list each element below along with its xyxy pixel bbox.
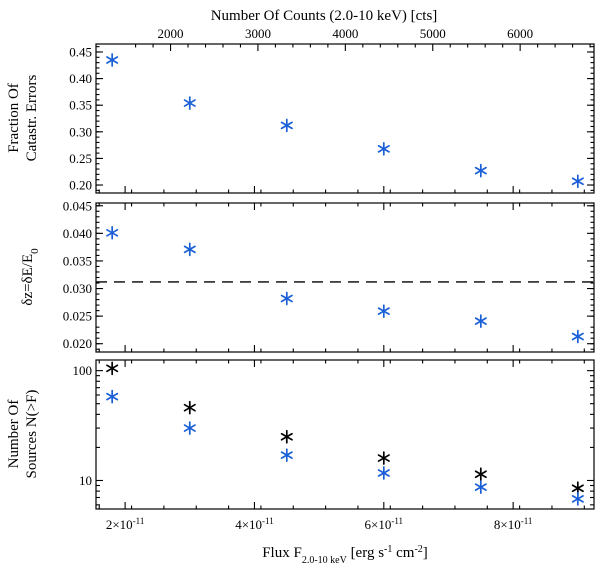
y-tick-label: 0.45	[69, 44, 92, 59]
star-stroke	[474, 483, 487, 491]
star-stroke	[377, 144, 390, 153]
x-axis-title-sup2: -2	[414, 544, 422, 555]
y-tick-label: 10	[79, 473, 92, 488]
star-stroke	[183, 245, 196, 254]
data-point-black	[280, 429, 293, 444]
x-axis-title-units: [erg s	[347, 545, 384, 561]
x-axis-title: Flux F2.0-10 keV [erg s-1 cm-2]	[262, 544, 428, 566]
star-stroke	[280, 121, 293, 130]
star-stroke	[474, 470, 487, 479]
star-stroke	[106, 364, 119, 373]
x-axis-title-sup1: -1	[384, 544, 392, 555]
data-point-fraction	[280, 118, 293, 133]
data-point-fraction	[377, 141, 390, 156]
y-tick-label: 0.045	[63, 198, 92, 213]
panel-frame-counts	[95, 359, 595, 510]
data-point-blue	[571, 492, 584, 506]
star-stroke	[106, 392, 119, 401]
top-axis-tick-label: 6000	[507, 26, 533, 41]
y-tick-label: 0.040	[63, 226, 92, 241]
y-tick-label: 0.035	[63, 253, 92, 268]
data-point-dz	[106, 225, 119, 240]
star-stroke	[571, 484, 584, 493]
y-tick-label: 0.40	[69, 71, 92, 86]
data-point-black	[377, 451, 390, 465]
star-stroke	[474, 317, 487, 325]
x-axis-title-end: ]	[423, 545, 428, 561]
x-axis-title-sub: 2.0-10 keV	[302, 555, 348, 566]
data-point-dz	[571, 329, 584, 344]
x-tick-label: 8×10-11	[494, 516, 533, 532]
data-point-blue	[106, 389, 119, 404]
x-tick-mantissa: 2×10	[106, 517, 133, 532]
star-stroke	[377, 469, 390, 477]
data-point-dz	[377, 304, 390, 319]
star-stroke	[280, 451, 293, 460]
ylabel-dz-main: δz=δE/E	[20, 254, 36, 306]
data-point-blue	[377, 466, 390, 480]
data-point-black	[474, 467, 487, 482]
ylabel-counts-line2: Sources N(>F)	[24, 390, 40, 479]
x-tick-label: 6×10-11	[365, 516, 404, 532]
data-point-blue	[474, 480, 487, 494]
x-tick-label: 2×10-11	[106, 516, 145, 532]
top-axis-tick-label: 5000	[420, 26, 446, 41]
x-tick-exponent: -11	[133, 516, 145, 526]
y-tick-label: 100	[73, 363, 93, 378]
star-stroke	[106, 228, 119, 237]
data-point-blue	[280, 448, 293, 463]
data-point-black	[183, 400, 196, 415]
data-point-fraction	[571, 174, 584, 189]
x-axis-title-prefix: Flux F	[262, 545, 302, 561]
data-point-blue	[183, 421, 196, 435]
x-tick-label: 4×10-11	[235, 516, 274, 532]
top-axis-tick-label: 2000	[158, 26, 184, 41]
y-tick-label: 0.20	[69, 178, 92, 193]
star-stroke	[280, 294, 293, 303]
star-stroke	[183, 99, 196, 107]
star-stroke	[571, 177, 584, 186]
star-stroke	[183, 403, 196, 412]
star-stroke	[377, 454, 390, 462]
y-tick-label: 0.025	[63, 309, 92, 324]
star-stroke	[571, 332, 584, 341]
data-point-fraction	[183, 96, 196, 110]
x-tick-mantissa: 6×10	[365, 517, 392, 532]
ylabel-dz-sub: 0	[29, 248, 41, 254]
x-tick-exponent: -11	[391, 516, 403, 526]
data-point-fraction	[106, 53, 119, 67]
ylabel-counts-line1: Number Of	[6, 400, 22, 469]
star-stroke	[571, 495, 584, 503]
top-axis-tick-label: 4000	[332, 26, 358, 41]
ylabel-catastrophic-line2: Catastr. Errors	[24, 75, 40, 162]
star-stroke	[474, 166, 487, 175]
data-point-dz	[183, 242, 196, 257]
y-tick-label: 0.25	[69, 151, 92, 166]
x-tick-exponent: -11	[262, 516, 274, 526]
star-stroke	[377, 307, 390, 316]
top-axis-title: Number Of Counts (2.0-10 keV) [cts]	[211, 8, 438, 24]
top-axis-tick-label: 3000	[245, 26, 271, 41]
star-stroke	[280, 432, 293, 441]
y-tick-label: 0.30	[69, 124, 92, 139]
star-stroke	[106, 56, 119, 64]
x-axis-title-mid: cm	[392, 545, 414, 561]
data-point-dz	[474, 314, 487, 328]
x-tick-exponent: -11	[521, 516, 533, 526]
data-point-dz	[280, 291, 293, 306]
y-tick-label: 0.030	[63, 281, 92, 296]
y-tick-label: 0.020	[63, 336, 92, 351]
star-stroke	[183, 424, 196, 432]
ylabel-dz: δz=δE/E0	[20, 248, 41, 306]
data-point-fraction	[474, 163, 487, 178]
data-point-black	[106, 361, 119, 376]
x-tick-mantissa: 4×10	[235, 517, 262, 532]
ylabel-catastrophic-line1: Fraction Of	[6, 83, 22, 153]
y-tick-label: 0.35	[69, 98, 92, 113]
x-tick-mantissa: 8×10	[494, 517, 521, 532]
